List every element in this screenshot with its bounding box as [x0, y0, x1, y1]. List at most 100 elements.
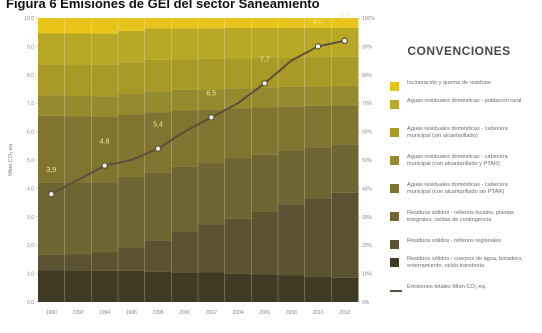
legend-swatch [390, 212, 399, 221]
area-segment [38, 64, 66, 96]
legend-label: Residuos sólidos - cuerpos de agua, bota… [407, 256, 523, 269]
area-segment [331, 56, 359, 86]
area-segment [171, 89, 199, 111]
line-point-marker [341, 37, 348, 44]
legend-swatch [390, 156, 399, 165]
area-segment [331, 18, 359, 28]
area-segment [118, 270, 146, 302]
area-segment [38, 254, 66, 271]
line-point-marker [208, 114, 215, 121]
y-tick-label-right: 30% [362, 215, 373, 221]
y-tick-label-left: 9,0 [27, 44, 34, 50]
y-tick-label-left: 10,0 [24, 16, 34, 22]
area-segment [64, 271, 92, 302]
area-segment [144, 18, 172, 29]
area-segment [278, 18, 306, 28]
x-tick-label: 2012 [339, 310, 350, 316]
area-segment [198, 224, 226, 273]
legend-label: Aguas residuales domésticas - población … [407, 98, 522, 104]
line-point-marker [154, 145, 162, 152]
data-label: 4,8 [100, 139, 110, 146]
area-segment [304, 57, 332, 87]
area-segment [118, 62, 146, 94]
legend-swatch [390, 100, 399, 109]
legend-label: Aguas residuales domésticas - cabecera m… [407, 182, 508, 195]
legend-swatch [390, 258, 399, 267]
area-segment [198, 58, 226, 90]
area-segment [118, 247, 146, 271]
legend-label: Residuos sólidos - rellenos locales, pla… [407, 210, 514, 223]
area-segment [38, 115, 66, 183]
area-segment [304, 18, 332, 28]
area-segment [64, 18, 92, 34]
area-segment [64, 182, 92, 255]
area-segment [331, 192, 359, 278]
area-segment [118, 93, 146, 115]
x-tick-label: 2008 [286, 310, 297, 316]
area-segment [278, 204, 306, 276]
y-tick-label-left: 4,0 [27, 186, 34, 192]
legend-label: Residuos sólidos - rellenos regionales [407, 238, 502, 244]
y-tick-label-right: 10% [362, 272, 373, 278]
area-segment [224, 88, 252, 109]
area-segment [251, 27, 279, 58]
area-segment [91, 252, 119, 271]
y-tick-label-left: 1,0 [27, 272, 34, 278]
y-tick-label-left: 6,0 [27, 130, 34, 136]
area-segment [224, 108, 252, 159]
area-segment [38, 270, 66, 302]
area-segment [278, 106, 306, 151]
area-segment [198, 163, 226, 225]
y-tick-label-left: 2,0 [27, 243, 34, 249]
area-segment [144, 28, 172, 60]
area-segment [224, 273, 252, 302]
area-segment [171, 28, 199, 60]
legend-swatch [390, 82, 399, 91]
legend-title: CONVENCIONES [407, 44, 511, 58]
x-tick-label: 2006 [259, 310, 270, 316]
area-segment [278, 275, 306, 302]
area-segment [224, 58, 252, 89]
area-segment [171, 18, 199, 29]
legend-swatch [390, 128, 399, 137]
area-segment [251, 154, 279, 212]
x-tick-label: 2004 [232, 310, 243, 316]
area-segment [224, 28, 252, 59]
area-segment [251, 211, 279, 275]
area-segment [198, 272, 226, 302]
area-segment [144, 59, 172, 92]
data-label: 9,2 [340, 14, 350, 21]
area-segment [304, 105, 332, 148]
area-segment [224, 18, 252, 29]
area-segment [171, 110, 199, 167]
area-segment [64, 95, 92, 117]
x-tick-label: 1992 [72, 310, 83, 316]
area-segment [224, 158, 252, 219]
legend-label: Incineración y quema de residuos [407, 80, 491, 86]
chart-svg: 0,0 1,0 2,0 3,0 4,0 5,0 6,0 7,0 8,0 9,0 10,0 0% 10% 2… [8, 14, 375, 316]
area-segment [91, 64, 119, 97]
line-point-marker [261, 80, 268, 87]
total-emissions-line [50, 39, 345, 195]
y-tick-label-left: 0,0 [27, 300, 34, 306]
x-tick-label: 1990 [46, 310, 57, 316]
area-segment [251, 107, 279, 155]
area-segment [91, 270, 119, 302]
area-segment [251, 87, 279, 108]
area-segment [198, 18, 226, 29]
area-segment [278, 86, 306, 107]
area-segment [251, 18, 279, 28]
y-tick-label-right: 0% [362, 300, 370, 306]
legend-label: Aguas residuales domésticas - cabecera m… [407, 154, 508, 167]
data-label: 3,9 [46, 167, 56, 174]
x-tick-label: 1994 [99, 310, 110, 316]
area-segment [38, 33, 66, 65]
area-segment [91, 18, 119, 34]
area-segment [171, 272, 199, 302]
y-tick-label-left: 7,0 [27, 101, 34, 107]
line-point-marker [48, 190, 55, 198]
area-segment [144, 172, 172, 241]
legend-panel: CONVENCIONES Incineración y quema de res… [384, 34, 534, 320]
x-tick-label: 1996 [126, 310, 137, 316]
y-tick-label-right: 50% [362, 158, 373, 164]
